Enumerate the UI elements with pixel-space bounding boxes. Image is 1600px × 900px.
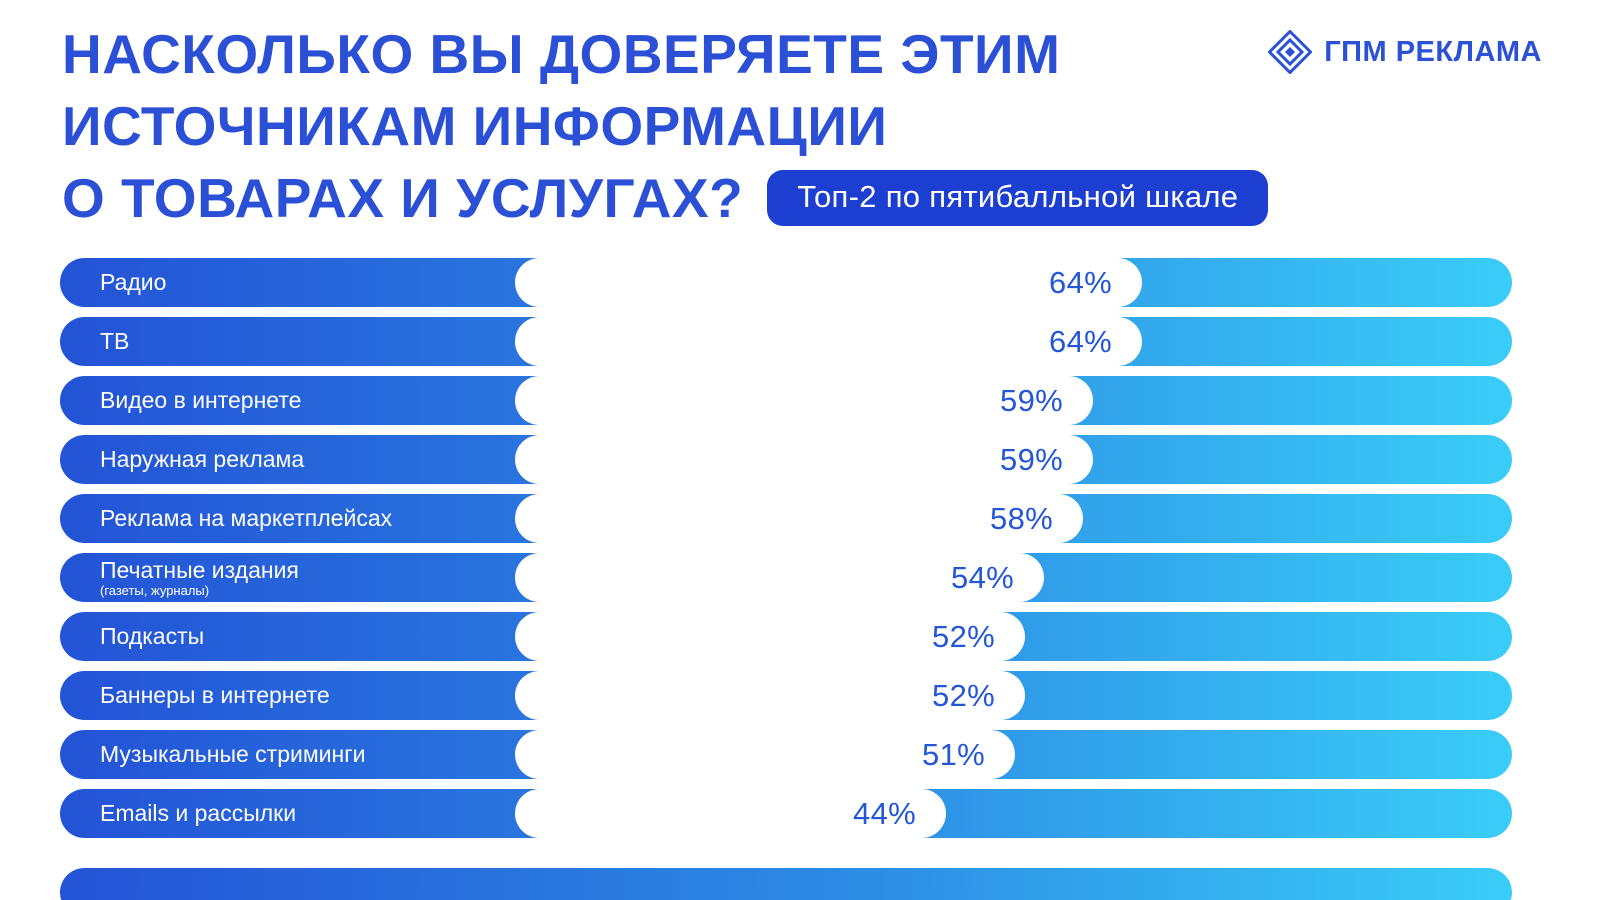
title-line-3: О ТОВАРАХ И УСЛУГАХ? bbox=[62, 167, 744, 229]
bar-row: Подкасты 52% bbox=[60, 612, 1512, 661]
bar-label: Наружная реклама bbox=[100, 447, 304, 471]
bar-row: ТВ 64% bbox=[60, 317, 1512, 366]
partial-bar-decoration bbox=[60, 868, 1512, 900]
bar-label-text: Подкасты bbox=[100, 623, 205, 650]
bar-row: Баннеры в интернете 52% bbox=[60, 671, 1512, 720]
bar-value: 52% bbox=[932, 677, 995, 713]
bar-label-text: Музыкальные стриминги bbox=[100, 741, 366, 768]
bar-value-pill: 54% bbox=[515, 553, 1044, 602]
bar-sublabel: (газеты, журналы) bbox=[100, 582, 210, 598]
bar-row: Наружная реклама 59% bbox=[60, 435, 1512, 484]
bar-value: 64% bbox=[1049, 264, 1112, 300]
title-line-3-row: О ТОВАРАХ И УСЛУГАХ? Топ-2 по пятибалльн… bbox=[62, 162, 1269, 234]
bar-value: 54% bbox=[951, 559, 1014, 595]
bar-value-pill: 52% bbox=[515, 612, 1025, 661]
bars-list: Радио 64% ТВ 64% Видео в интернете 59% Наружна… bbox=[60, 258, 1512, 848]
brand-logo: ГПМ РЕКЛАМА bbox=[1268, 30, 1542, 74]
bar-label: Печатные издания (газеты, журналы) bbox=[100, 556, 299, 598]
bar-label-text: ТВ bbox=[100, 328, 130, 355]
bar-value-pill: 58% bbox=[515, 494, 1083, 543]
title-line-2: ИСТОЧНИКАМ ИНФОРМАЦИИ bbox=[62, 95, 888, 157]
bar-value: 44% bbox=[853, 795, 916, 831]
bar-label: Emails и рассылки bbox=[100, 801, 296, 825]
page-title: НАСКОЛЬКО ВЫ ДОВЕРЯЕТЕ ЭТИМ ИСТОЧНИКАМ И… bbox=[62, 18, 1269, 234]
title-line-1: НАСКОЛЬКО ВЫ ДОВЕРЯЕТЕ ЭТИМ bbox=[62, 23, 1061, 85]
bar-label-text: Печатные издания bbox=[100, 556, 299, 583]
bar-value: 59% bbox=[1000, 382, 1063, 418]
bar-label: Видео в интернете bbox=[100, 388, 301, 412]
bar-row: Печатные издания (газеты, журналы) 54% bbox=[60, 553, 1512, 602]
bar-value: 51% bbox=[922, 736, 985, 772]
bar-label-text: Радио bbox=[100, 269, 167, 296]
bar-value-pill: 44% bbox=[515, 789, 946, 838]
bar-label: Баннеры в интернете bbox=[100, 683, 330, 707]
bar-value-pill: 52% bbox=[515, 671, 1025, 720]
bar-label-text: Баннеры в интернете bbox=[100, 682, 330, 709]
bar-label: ТВ bbox=[100, 329, 129, 353]
bar-value: 64% bbox=[1049, 323, 1112, 359]
bar-label: Радио bbox=[100, 270, 166, 294]
diamond-logo-icon bbox=[1268, 30, 1313, 74]
bar-value-pill: 51% bbox=[515, 730, 1015, 779]
bar-row: Реклама на маркетплейсах 58% bbox=[60, 494, 1512, 543]
subtitle-badge: Топ-2 по пятибалльной шкале bbox=[767, 170, 1269, 226]
bar-row: Emails и рассылки 44% bbox=[60, 789, 1512, 838]
bar-value: 52% bbox=[932, 618, 995, 654]
bar-label: Музыкальные стриминги bbox=[100, 742, 365, 766]
bar-row: Музыкальные стриминги 51% bbox=[60, 730, 1512, 779]
bar-label: Подкасты bbox=[100, 624, 204, 648]
brand-logo-text: ГПМ РЕКЛАМА bbox=[1324, 35, 1542, 68]
bar-label-text: Реклама на маркетплейсах bbox=[100, 505, 393, 532]
bar-label: Реклама на маркетплейсах bbox=[100, 506, 392, 530]
bar-value: 58% bbox=[990, 500, 1053, 536]
bar-value: 59% bbox=[1000, 441, 1063, 477]
bar-label-text: Наружная реклама bbox=[100, 446, 305, 473]
bar-value-pill: 59% bbox=[515, 376, 1093, 425]
bar-value-pill: 64% bbox=[515, 258, 1142, 307]
bar-value-pill: 64% bbox=[515, 317, 1142, 366]
bar-row: Видео в интернете 59% bbox=[60, 376, 1512, 425]
bar-label-text: Видео в интернете bbox=[100, 387, 302, 414]
bar-value-pill: 59% bbox=[515, 435, 1093, 484]
bar-row: Радио 64% bbox=[60, 258, 1512, 307]
bar-label-text: Emails и рассылки bbox=[100, 800, 297, 827]
